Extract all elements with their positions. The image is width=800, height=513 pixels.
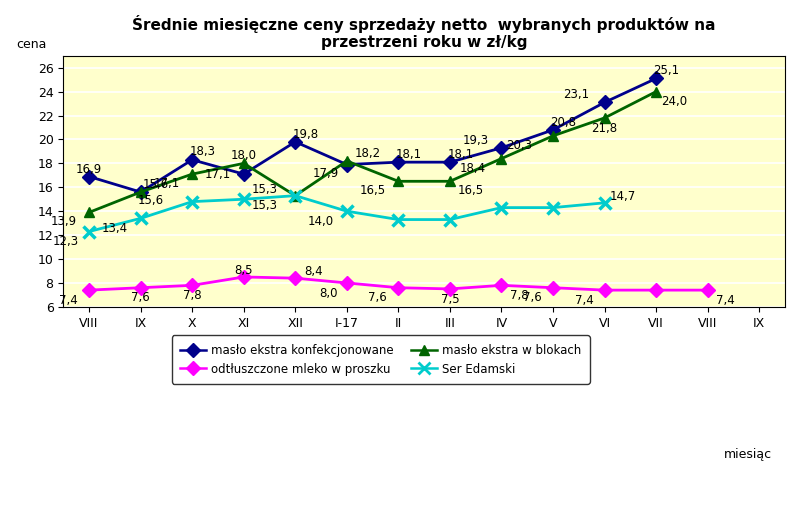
Ser Edamski [497,205,506,211]
Ser Edamski [290,192,300,199]
masło ekstra konfekcjonowane [84,173,94,180]
masło ekstra konfekcjonowane [187,156,197,163]
Text: 18,0: 18,0 [230,149,257,162]
Text: cena: cena [16,38,46,51]
odtłuszczone mleko w proszku [239,274,249,280]
Text: 14,0: 14,0 [308,215,334,228]
Text: 15,3: 15,3 [251,183,278,195]
masło ekstra w blokach [84,209,94,215]
masło ekstra konfekcjonowane [394,159,403,165]
Text: 18,1: 18,1 [396,148,422,161]
masło ekstra konfekcjonowane [600,100,610,106]
Text: 8,4: 8,4 [304,265,322,278]
Ser Edamski [239,196,249,202]
masło ekstra konfekcjonowane [342,162,352,168]
masło ekstra konfekcjonowane [445,159,454,165]
Text: 16,9: 16,9 [76,163,102,176]
Text: 19,3: 19,3 [462,133,489,147]
masło ekstra w blokach [136,189,146,195]
odtłuszczone mleko w proszku [445,286,454,292]
masło ekstra konfekcjonowane [136,189,146,195]
Text: 20,8: 20,8 [550,115,576,129]
Text: 15,6: 15,6 [138,194,164,207]
Line: masło ekstra w blokach: masło ekstra w blokach [84,87,661,217]
Ser Edamski [187,199,197,205]
Line: odtłuszczone mleko w proszku: odtłuszczone mleko w proszku [84,272,713,295]
Line: masło ekstra konfekcjonowane: masło ekstra konfekcjonowane [84,73,661,197]
Line: Ser Edamski: Ser Edamski [83,189,611,238]
Text: 7,6: 7,6 [523,291,542,304]
odtłuszczone mleko w proszku [548,285,558,291]
Text: 7,8: 7,8 [183,289,202,302]
masło ekstra w blokach [290,192,300,199]
Text: 17,1: 17,1 [154,177,179,190]
masło ekstra w blokach [445,178,454,184]
Text: 7,4: 7,4 [59,294,78,307]
odtłuszczone mleko w proszku [394,285,403,291]
masło ekstra konfekcjonowane [239,171,249,177]
Text: 19,8: 19,8 [293,128,318,141]
Ser Edamski [342,208,352,214]
odtłuszczone mleko w proszku [342,280,352,286]
Text: 7,6: 7,6 [131,291,150,304]
Text: 8,0: 8,0 [319,287,338,300]
Ser Edamski [84,228,94,234]
Text: 18,3: 18,3 [190,146,215,159]
Ser Edamski [394,216,403,223]
masło ekstra w blokach [651,89,661,95]
Text: 18,4: 18,4 [460,162,486,174]
masło ekstra w blokach [548,133,558,139]
odtłuszczone mleko w proszku [187,282,197,288]
Ser Edamski [136,215,146,222]
Text: 16,5: 16,5 [458,184,484,198]
odtłuszczone mleko w proszku [497,282,506,288]
masło ekstra konfekcjonowane [497,145,506,151]
Text: 18,1: 18,1 [447,148,474,161]
Text: 23,1: 23,1 [563,88,590,101]
masło ekstra w blokach [239,160,249,166]
masło ekstra konfekcjonowane [290,139,300,145]
Text: 18,2: 18,2 [354,147,381,160]
Title: Średnie miesięczne ceny sprzedaży netto  wybranych produktów na
przestrzeni roku: Średnie miesięczne ceny sprzedaży netto … [133,15,716,50]
Ser Edamski [445,216,454,223]
Ser Edamski [600,200,610,206]
masło ekstra w blokach [342,158,352,164]
masło ekstra konfekcjonowane [548,127,558,133]
Ser Edamski [548,205,558,211]
Text: 8,5: 8,5 [234,264,253,277]
Text: 24,0: 24,0 [661,95,687,108]
masło ekstra w blokach [600,115,610,121]
Text: 7,8: 7,8 [510,289,529,302]
Text: 15,3: 15,3 [251,199,278,212]
odtłuszczone mleko w proszku [290,275,300,281]
Text: 20,3: 20,3 [506,139,533,152]
Text: 21,8: 21,8 [591,122,618,134]
Text: 7,5: 7,5 [441,292,459,306]
Text: 17,9: 17,9 [313,167,339,180]
Text: 7,4: 7,4 [574,294,594,307]
masło ekstra konfekcjonowane [651,75,661,82]
odtłuszczone mleko w proszku [703,287,713,293]
odtłuszczone mleko w proszku [84,287,94,293]
Text: 17,1: 17,1 [205,168,231,181]
masło ekstra w blokach [187,171,197,177]
masło ekstra w blokach [497,155,506,162]
masło ekstra w blokach [394,178,403,184]
Text: 7,6: 7,6 [368,291,387,304]
Text: miesiąc: miesiąc [724,447,772,461]
Text: 13,4: 13,4 [102,222,128,235]
Text: 7,4: 7,4 [716,294,735,307]
Text: 14,7: 14,7 [610,190,636,203]
odtłuszczone mleko w proszku [651,287,661,293]
Text: 13,9: 13,9 [50,215,76,228]
Text: 15,6: 15,6 [143,178,169,191]
Text: 25,1: 25,1 [654,64,679,77]
Text: 16,5: 16,5 [359,184,386,198]
odtłuszczone mleko w proszku [600,287,610,293]
odtłuszczone mleko w proszku [136,285,146,291]
Legend: masło ekstra konfekcjonowane, odtłuszczone mleko w proszku, masło ekstra w bloka: masło ekstra konfekcjonowane, odtłuszczo… [172,336,590,384]
Text: 12,3: 12,3 [53,235,79,248]
